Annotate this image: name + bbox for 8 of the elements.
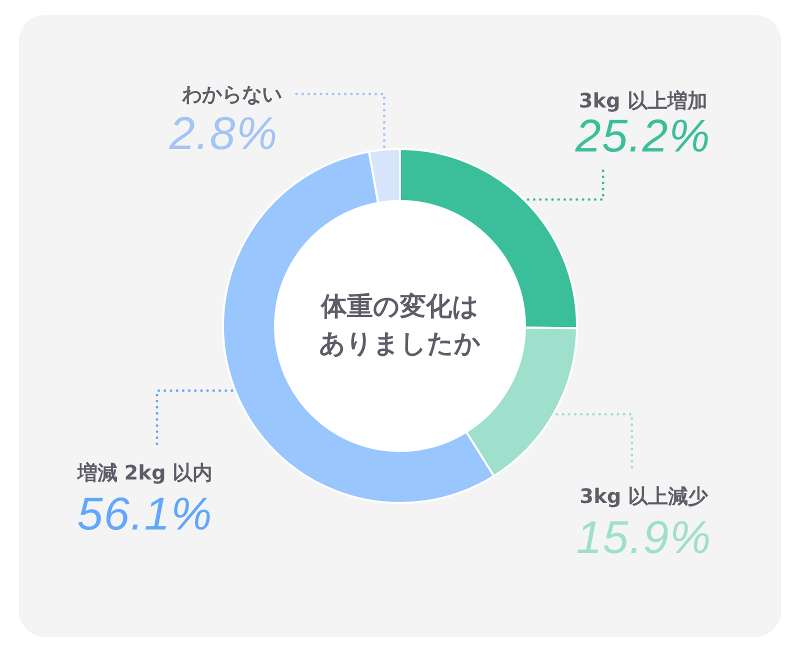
slice-label: 3kg 以上増加: [578, 88, 708, 113]
data-label: 2.8%: [168, 107, 278, 159]
data-label: 56.1%: [77, 488, 213, 540]
text: 体重の変化はありましたか: [318, 291, 482, 361]
data-label: 15.9%: [576, 511, 712, 564]
slice-label: わからない: [181, 82, 282, 106]
slice-label: 増減 2kg 以内: [76, 460, 213, 485]
slice-label: 3kg 以上減少: [580, 484, 710, 508]
